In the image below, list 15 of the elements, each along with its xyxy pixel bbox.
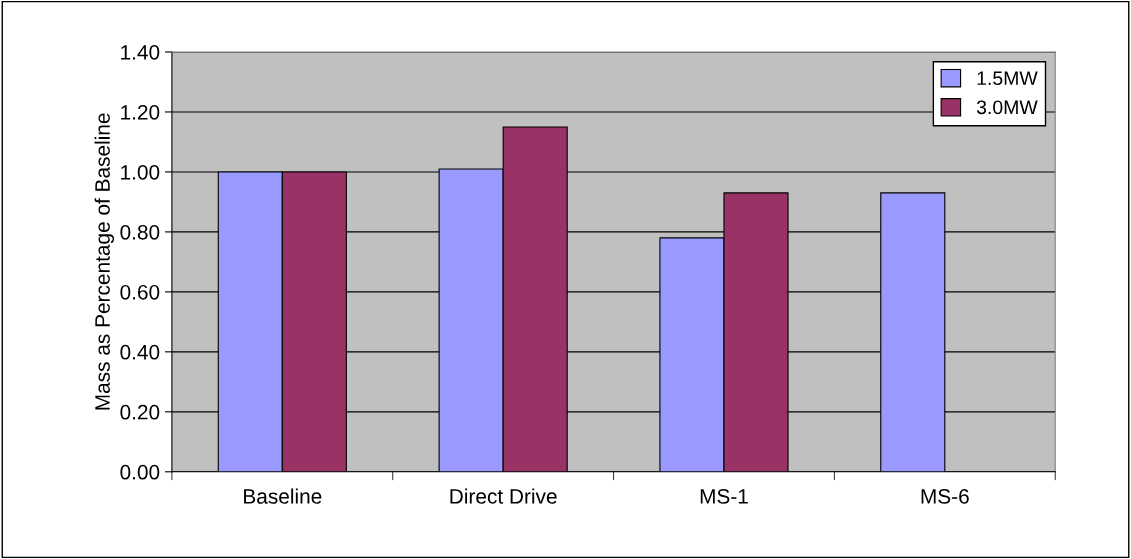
y-tick-label: 0.40 <box>120 344 160 360</box>
y-tick-label: 1.40 <box>121 44 160 60</box>
y-tick-label: 0.20 <box>120 404 160 420</box>
y-tick-label: 0.60 <box>120 284 160 300</box>
y-tick-label: 1.00 <box>121 164 160 180</box>
y-tick-label: 0.00 <box>120 464 160 480</box>
x-tick-label: Baseline <box>244 488 322 504</box>
legend-label: 1.5MW <box>977 71 1038 86</box>
legend-label: 3.0MW <box>976 100 1038 115</box>
y-axis-title: Mass as Percentage of Baseline <box>94 113 115 410</box>
y-tick-label: 0.80 <box>120 224 160 240</box>
x-tick-label: MS-1 <box>700 489 748 504</box>
x-tick-label: Direct Drive <box>450 488 557 504</box>
y-tick-label: 1.20 <box>121 104 160 120</box>
x-tick-label: MS-6 <box>921 489 969 504</box>
